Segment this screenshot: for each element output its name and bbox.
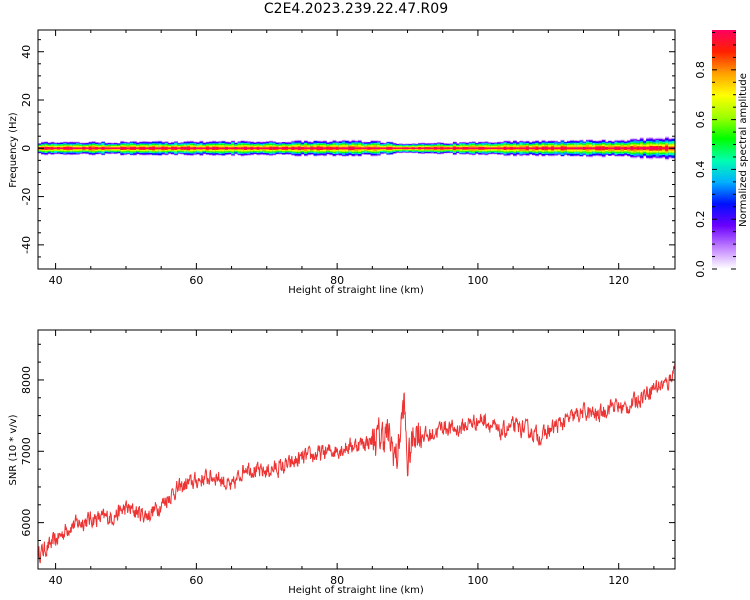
chart-title: C2E4.2023.239.22.47.R09 xyxy=(263,1,449,17)
snr-y-tick-label: 6000 xyxy=(20,509,33,537)
colorbar-tick-label: 0.4 xyxy=(694,161,707,179)
spectrogram-y-tick-label: -20 xyxy=(20,188,33,206)
colorbar-gradient xyxy=(712,30,736,269)
colorbar-tick-label: 0.0 xyxy=(694,260,707,278)
spectrogram-frame xyxy=(37,29,676,270)
spectrogram-ticks: 40 60 80 100 120 -40 -20 0 20 40 xyxy=(20,30,675,287)
spectrogram-y-tick-label: 0 xyxy=(20,145,33,152)
spectrogram-x-tick-label: 80 xyxy=(330,274,344,287)
snr-panel: 40 60 80 100 120 6000 7000 8000 Height of strai… xyxy=(8,329,676,596)
snr-x-tick-label: 120 xyxy=(608,574,629,587)
colorbar-label: Normalized spectral amplitude xyxy=(738,73,749,227)
snr-x-tick-label: 40 xyxy=(49,574,63,587)
spectrogram-y-tick-label: -40 xyxy=(20,236,33,254)
spectrogram-x-tick-label: 100 xyxy=(467,274,488,287)
snr-x-tick-label: 100 xyxy=(467,574,488,587)
spectrogram-heatmap xyxy=(38,136,675,161)
snr-y-tick-label: 8000 xyxy=(20,366,33,394)
colorbar-tick-label: 0.6 xyxy=(694,111,707,129)
snr-ticks: 40 60 80 100 120 6000 7000 8000 xyxy=(20,330,675,587)
snr-series-line xyxy=(38,361,675,564)
spectrogram-panel: 40 60 80 100 120 -40 -20 0 20 40 Height of straig… xyxy=(8,29,676,296)
snr-x-tick-label: 80 xyxy=(330,574,344,587)
spectrogram-x-axis-label: Height of straight line (km) xyxy=(288,285,424,296)
spectrogram-x-tick-label: 40 xyxy=(49,274,63,287)
colorbar-ticks: 0.0 0.2 0.4 0.6 0.8 xyxy=(694,31,736,278)
colorbar: 0.0 0.2 0.4 0.6 0.8 Normalized spectral ampl… xyxy=(694,30,749,278)
snr-y-tick-label: 7000 xyxy=(20,437,33,465)
spectrogram-y-tick-label: 40 xyxy=(20,45,33,59)
spectrogram-x-tick-label: 120 xyxy=(608,274,629,287)
snr-frame xyxy=(37,329,676,570)
spectrogram-y-tick-label: 20 xyxy=(20,93,33,107)
colorbar-tick-label: 0.2 xyxy=(694,210,707,228)
snr-x-axis-label: Height of straight line (km) xyxy=(288,585,424,596)
snr-y-axis-label: SNR (10 * v/v) xyxy=(8,414,19,485)
colorbar-tick-label: 0.8 xyxy=(694,61,707,79)
spectrogram-x-tick-label: 60 xyxy=(189,274,203,287)
spectrogram-y-axis-label: Frequency (Hz) xyxy=(8,112,19,188)
snr-x-tick-label: 60 xyxy=(189,574,203,587)
